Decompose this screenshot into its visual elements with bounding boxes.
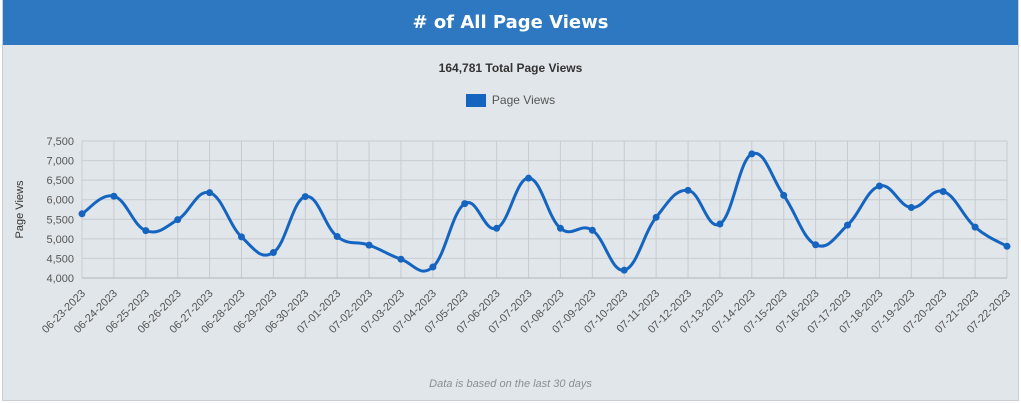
data-point: [110, 192, 118, 200]
data-point: [525, 174, 533, 182]
y-tick-label: 4,500: [46, 253, 74, 265]
data-point: [301, 193, 309, 201]
data-point: [971, 223, 979, 231]
chart-subtitle: 164,781 Total Page Views: [438, 61, 583, 75]
y-tick-label: 4,000: [46, 273, 74, 285]
data-point: [875, 182, 883, 190]
data-point: [588, 226, 596, 234]
y-tick-label: 5,000: [46, 234, 74, 246]
data-point: [1003, 242, 1011, 250]
data-point: [269, 249, 277, 257]
data-point: [556, 224, 564, 232]
data-note: Data is based on the last 30 days: [429, 378, 592, 390]
data-point: [844, 221, 852, 229]
data-point: [142, 227, 150, 235]
data-point: [78, 210, 86, 218]
data-point: [716, 220, 724, 228]
data-point: [907, 204, 915, 212]
data-point: [939, 187, 947, 195]
series-line-page-views: [81, 151, 1008, 273]
panel-title: # of All Page Views: [3, 0, 1018, 45]
data-point: [333, 233, 341, 241]
data-point: [812, 241, 820, 249]
data-point: [748, 150, 756, 158]
legend-swatch: [465, 93, 486, 107]
y-tick-label: 6,500: [46, 175, 74, 187]
data-point: [237, 233, 245, 241]
data-point: [174, 216, 182, 224]
y-tick-label: 5,500: [46, 214, 74, 226]
y-tick-label: 7,500: [46, 136, 74, 148]
data-point: [620, 266, 628, 274]
chart-legend[interactable]: Page Views: [3, 93, 1018, 107]
data-point: [493, 224, 501, 232]
legend-label: Page Views: [491, 93, 556, 107]
data-point: [780, 191, 788, 199]
data-point: [365, 241, 373, 249]
data-point: [397, 255, 405, 263]
data-point: [684, 186, 692, 194]
data-point: [652, 213, 660, 221]
y-axis-title: Page Views: [14, 180, 26, 238]
y-tick-label: 6,000: [46, 195, 74, 207]
data-point: [206, 189, 214, 197]
data-point: [429, 263, 437, 271]
data-point: [461, 200, 469, 208]
y-tick-label: 7,000: [46, 156, 74, 168]
